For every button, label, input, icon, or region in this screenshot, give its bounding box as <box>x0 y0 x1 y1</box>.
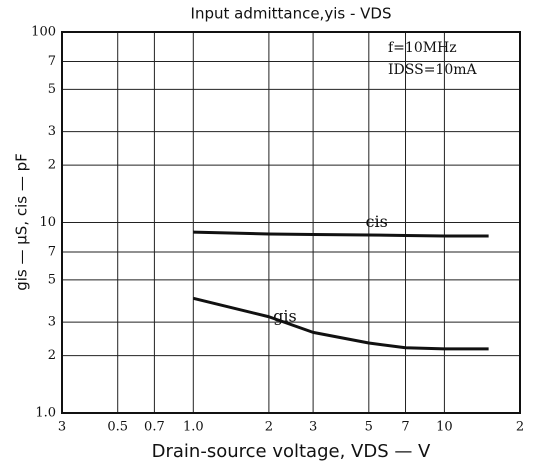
x-tick-label: 2 <box>265 420 273 435</box>
series-label: cis <box>366 212 388 231</box>
annotation: f=10MHz <box>388 40 457 56</box>
y-tick-label: 7 <box>48 54 56 69</box>
x-tick-label: 1.0 <box>183 420 204 435</box>
y-axis-label: gis — μS, cis — pF <box>13 153 31 291</box>
y-tick-label: 3 <box>48 124 56 139</box>
x-tick-label: 5 <box>365 420 373 435</box>
y-tick-label: 7 <box>48 245 56 260</box>
x-tick-label: 2 <box>516 420 524 435</box>
y-tick-label: 100 <box>31 25 56 40</box>
chart-title: Input admittance,yis - VDS <box>191 5 392 23</box>
x-tick-label: 0.5 <box>107 420 128 435</box>
annotation: IDSS=10mA <box>388 62 478 78</box>
line <box>193 230 489 238</box>
y-tick-label: 10 <box>39 215 56 230</box>
y-tick-label: 2 <box>48 348 56 363</box>
y-tick-label: 1.0 <box>35 406 56 421</box>
x-tick-label: 3 <box>58 420 66 435</box>
x-tick-label: 0.7 <box>144 420 165 435</box>
y-tick-label: 5 <box>48 82 56 97</box>
series-label: gis <box>273 306 297 325</box>
x-tick-label: 7 <box>401 420 409 435</box>
y-tick-label: 3 <box>48 315 56 330</box>
y-tick-label: 5 <box>48 272 56 287</box>
plot-frame <box>61 31 521 414</box>
x-tick-label: 10 <box>436 420 453 435</box>
x-tick-label: 3 <box>309 420 317 435</box>
line <box>192 296 489 351</box>
y-tick-label: 2 <box>48 158 56 173</box>
x-axis-label: Drain-source voltage, VDS — V <box>152 441 431 462</box>
